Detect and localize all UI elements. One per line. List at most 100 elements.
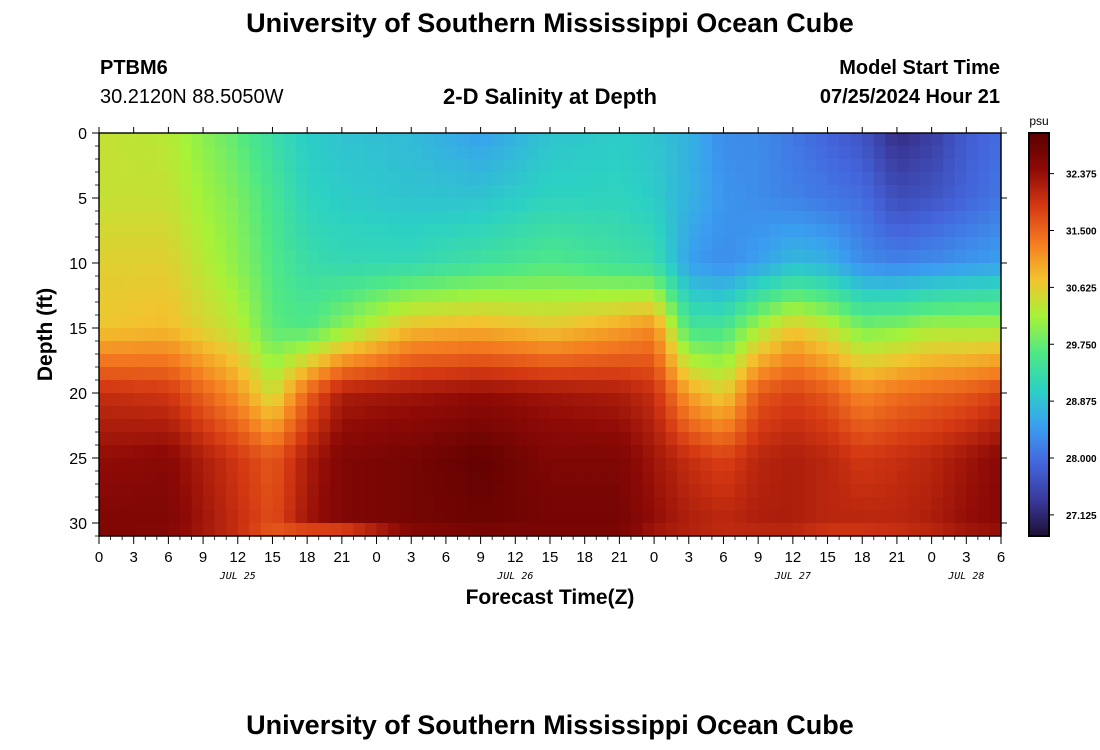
heatmap-cell: [561, 224, 574, 238]
heatmap-cell: [619, 523, 632, 537]
heatmap-cell: [630, 484, 644, 498]
heatmap-cell: [179, 276, 193, 290]
heatmap-cell: [550, 224, 563, 238]
heatmap-cell: [584, 133, 597, 147]
heatmap-cell: [376, 276, 389, 290]
heatmap-cell: [457, 237, 470, 251]
heatmap-cell: [122, 237, 135, 251]
heatmap-cell: [584, 198, 597, 212]
heatmap-cell: [815, 484, 829, 498]
heatmap-cell: [353, 458, 366, 472]
heatmap-cell: [376, 354, 389, 368]
heatmap-cell: [330, 276, 343, 290]
heatmap-cell: [260, 315, 274, 329]
heatmap-cell: [642, 484, 655, 498]
heatmap-cell: [156, 315, 169, 329]
heatmap-cell: [862, 159, 875, 173]
heatmap-cell: [330, 354, 343, 368]
heatmap-cell: [526, 419, 540, 433]
heatmap-cell: [954, 393, 967, 407]
heatmap-cell: [839, 432, 852, 446]
heatmap-cell: [284, 237, 297, 251]
heatmap-cell: [561, 406, 574, 420]
heatmap-cell: [700, 406, 713, 420]
heatmap-cell: [827, 146, 840, 160]
heatmap-cell: [122, 497, 135, 511]
heatmap-cell: [318, 250, 331, 264]
heatmap-cell: [203, 367, 216, 381]
heatmap-cell: [422, 497, 435, 511]
heatmap-cell: [469, 237, 482, 251]
heatmap-cell: [908, 354, 921, 368]
heatmap-cell: [931, 263, 944, 277]
heatmap-cell: [526, 471, 540, 485]
heatmap-cell: [908, 432, 921, 446]
heatmap-cell: [642, 432, 655, 446]
heatmap-cell: [203, 133, 216, 147]
heatmap-cell: [642, 367, 655, 381]
heatmap-cell: [260, 250, 274, 264]
heatmap-cell: [758, 432, 771, 446]
heatmap-cell: [99, 380, 112, 394]
heatmap-cell: [364, 341, 378, 355]
heatmap-cell: [353, 367, 366, 381]
heatmap-cell: [700, 484, 713, 498]
heatmap-cell: [122, 276, 135, 290]
heatmap-cell: [492, 185, 505, 199]
heatmap-cell: [850, 211, 863, 225]
heatmap-cell: [804, 484, 817, 498]
heatmap-cell: [746, 198, 759, 212]
heatmap-cell: [457, 523, 470, 537]
heatmap-cell: [480, 133, 493, 147]
heatmap-cell: [896, 159, 910, 173]
heatmap-cell: [723, 172, 736, 186]
heatmap-cell: [411, 276, 424, 290]
heatmap-cell: [237, 406, 250, 420]
y-tick-label: 30: [69, 516, 87, 533]
heatmap-cell: [469, 315, 482, 329]
heatmap-cell: [977, 198, 991, 212]
heatmap-cell: [573, 458, 586, 472]
heatmap-cell: [469, 445, 482, 459]
heatmap-cell: [839, 445, 852, 459]
heatmap-cell: [989, 315, 1002, 329]
heatmap-cell: [630, 315, 644, 329]
heatmap-cell: [307, 146, 320, 160]
heatmap-cell: [977, 393, 991, 407]
heatmap-cell: [815, 419, 829, 433]
heatmap-cell: [873, 250, 886, 264]
heatmap-cell: [538, 172, 551, 186]
heatmap-cell: [156, 328, 169, 342]
heatmap-cell: [862, 133, 875, 147]
heatmap-cell: [735, 211, 748, 225]
heatmap-cell: [203, 380, 216, 394]
heatmap-cell: [711, 523, 725, 537]
heatmap-cell: [434, 146, 447, 160]
heatmap-cell: [434, 211, 447, 225]
heatmap-cell: [550, 458, 563, 472]
heatmap-cell: [515, 250, 528, 264]
heatmap-cell: [769, 289, 782, 303]
heatmap-cell: [203, 419, 216, 433]
heatmap-cell: [619, 406, 632, 420]
heatmap-cell: [977, 523, 991, 537]
heatmap-cell: [758, 237, 771, 251]
heatmap-cell: [422, 523, 435, 537]
heatmap-cell: [480, 172, 493, 186]
heatmap-cell: [977, 510, 991, 524]
heatmap-cell: [966, 302, 979, 316]
heatmap-cell: [584, 328, 597, 342]
heatmap-cell: [977, 458, 991, 472]
heatmap-cell: [237, 471, 250, 485]
heatmap-cell: [723, 185, 736, 199]
heatmap-cell: [307, 263, 320, 277]
heatmap-cell: [989, 250, 1002, 264]
heatmap-cell: [526, 406, 540, 420]
heatmap-cell: [908, 419, 921, 433]
heatmap-cell: [99, 315, 112, 329]
heatmap-cell: [145, 263, 158, 277]
heatmap-cell: [480, 302, 493, 316]
heatmap-cell: [457, 497, 470, 511]
heatmap-cell: [781, 224, 794, 238]
heatmap-cell: [735, 185, 748, 199]
